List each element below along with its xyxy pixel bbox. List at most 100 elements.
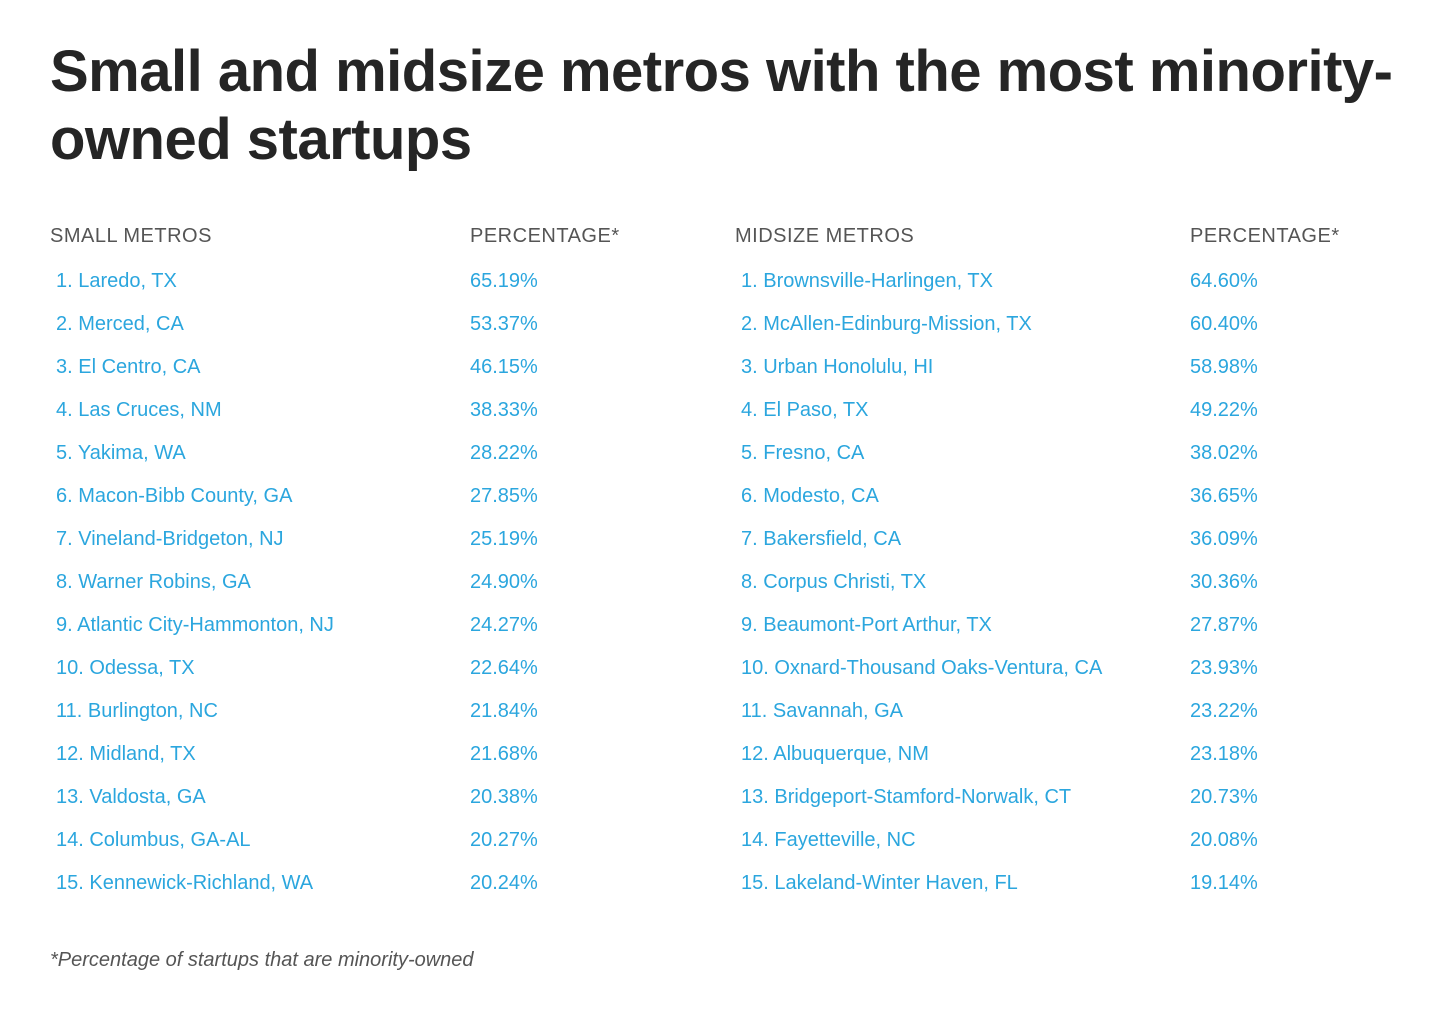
metro-name: 5. Fresno, CA xyxy=(735,442,1190,465)
metro-percentage: 22.64% xyxy=(470,657,645,680)
metro-name: 8. Corpus Christi, TX xyxy=(735,571,1190,594)
table-row: 4. Las Cruces, NM38.33% xyxy=(50,389,645,432)
metro-name: 6. Macon-Bibb County, GA xyxy=(50,485,470,508)
metro-percentage: 19.14% xyxy=(1190,872,1365,895)
table-row: 9. Atlantic City-Hammonton, NJ24.27% xyxy=(50,604,645,647)
metro-percentage: 20.73% xyxy=(1190,786,1365,809)
table-row: 8. Warner Robins, GA24.90% xyxy=(50,561,645,604)
page: Small and midsize metros with the most m… xyxy=(0,0,1450,972)
table-header-row: SMALL METROS PERCENTAGE* xyxy=(50,225,645,260)
metro-percentage: 21.68% xyxy=(470,743,645,766)
metro-percentage: 36.65% xyxy=(1190,485,1365,508)
column-header-percentage: PERCENTAGE* xyxy=(470,225,645,248)
metro-name: 9. Atlantic City-Hammonton, NJ xyxy=(50,614,470,637)
table-row: 8. Corpus Christi, TX30.36% xyxy=(735,561,1365,604)
tables-container: SMALL METROS PERCENTAGE* 1. Laredo, TX65… xyxy=(50,225,1400,905)
metro-percentage: 58.98% xyxy=(1190,356,1365,379)
metro-percentage: 46.15% xyxy=(470,356,645,379)
metro-percentage: 25.19% xyxy=(470,528,645,551)
metro-name: 10. Oxnard-Thousand Oaks-Ventura, CA xyxy=(735,657,1190,680)
metro-percentage: 23.18% xyxy=(1190,743,1365,766)
metro-name: 12. Albuquerque, NM xyxy=(735,743,1190,766)
table-row: 2. McAllen-Edinburg-Mission, TX60.40% xyxy=(735,303,1365,346)
table-row: 12. Albuquerque, NM23.18% xyxy=(735,733,1365,776)
metro-name: 15. Lakeland-Winter Haven, FL xyxy=(735,872,1190,895)
table-row: 13. Bridgeport-Stamford-Norwalk, CT20.73… xyxy=(735,776,1365,819)
metro-name: 7. Vineland-Bridgeton, NJ xyxy=(50,528,470,551)
metro-name: 14. Fayetteville, NC xyxy=(735,829,1190,852)
metro-percentage: 24.90% xyxy=(470,571,645,594)
small-metros-table: SMALL METROS PERCENTAGE* 1. Laredo, TX65… xyxy=(50,225,645,905)
metro-name: 2. Merced, CA xyxy=(50,313,470,336)
metro-name: 15. Kennewick-Richland, WA xyxy=(50,872,470,895)
table-row: 6. Macon-Bibb County, GA27.85% xyxy=(50,475,645,518)
metro-name: 5. Yakima, WA xyxy=(50,442,470,465)
table-row: 10. Odessa, TX22.64% xyxy=(50,647,645,690)
midsize-metros-table: MIDSIZE METROS PERCENTAGE* 1. Brownsvill… xyxy=(735,225,1365,905)
metro-percentage: 53.37% xyxy=(470,313,645,336)
table-row: 12. Midland, TX21.68% xyxy=(50,733,645,776)
metro-name: 10. Odessa, TX xyxy=(50,657,470,680)
metro-percentage: 27.87% xyxy=(1190,614,1365,637)
table-row: 15. Lakeland-Winter Haven, FL19.14% xyxy=(735,862,1365,905)
metro-percentage: 24.27% xyxy=(470,614,645,637)
metro-name: 6. Modesto, CA xyxy=(735,485,1190,508)
metro-percentage: 64.60% xyxy=(1190,270,1365,293)
metro-name: 4. Las Cruces, NM xyxy=(50,399,470,422)
table-row: 15. Kennewick-Richland, WA20.24% xyxy=(50,862,645,905)
metro-percentage: 27.85% xyxy=(470,485,645,508)
metro-percentage: 20.27% xyxy=(470,829,645,852)
column-header-percentage: PERCENTAGE* xyxy=(1190,225,1365,248)
table-row: 14. Columbus, GA-AL20.27% xyxy=(50,819,645,862)
metro-name: 11. Burlington, NC xyxy=(50,700,470,723)
metro-name: 11. Savannah, GA xyxy=(735,700,1190,723)
metro-percentage: 21.84% xyxy=(470,700,645,723)
metro-percentage: 28.22% xyxy=(470,442,645,465)
table-header-row: MIDSIZE METROS PERCENTAGE* xyxy=(735,225,1365,260)
table-row: 7. Bakersfield, CA36.09% xyxy=(735,518,1365,561)
table-row: 7. Vineland-Bridgeton, NJ25.19% xyxy=(50,518,645,561)
table-row: 3. Urban Honolulu, HI58.98% xyxy=(735,346,1365,389)
table-row: 14. Fayetteville, NC20.08% xyxy=(735,819,1365,862)
metro-name: 3. Urban Honolulu, HI xyxy=(735,356,1190,379)
metro-percentage: 49.22% xyxy=(1190,399,1365,422)
metro-percentage: 20.24% xyxy=(470,872,645,895)
metro-name: 1. Brownsville-Harlingen, TX xyxy=(735,270,1190,293)
footnote: *Percentage of startups that are minorit… xyxy=(50,949,1400,972)
metro-name: 14. Columbus, GA-AL xyxy=(50,829,470,852)
metro-name: 1. Laredo, TX xyxy=(50,270,470,293)
table-row: 10. Oxnard-Thousand Oaks-Ventura, CA23.9… xyxy=(735,647,1365,690)
table-body: 1. Brownsville-Harlingen, TX64.60%2. McA… xyxy=(735,260,1365,905)
metro-percentage: 23.22% xyxy=(1190,700,1365,723)
metro-percentage: 38.02% xyxy=(1190,442,1365,465)
table-row: 5. Yakima, WA28.22% xyxy=(50,432,645,475)
metro-percentage: 23.93% xyxy=(1190,657,1365,680)
table-row: 1. Brownsville-Harlingen, TX64.60% xyxy=(735,260,1365,303)
table-row: 13. Valdosta, GA20.38% xyxy=(50,776,645,819)
metro-name: 12. Midland, TX xyxy=(50,743,470,766)
page-title: Small and midsize metros with the most m… xyxy=(50,38,1400,175)
table-row: 2. Merced, CA53.37% xyxy=(50,303,645,346)
table-row: 11. Burlington, NC21.84% xyxy=(50,690,645,733)
metro-percentage: 65.19% xyxy=(470,270,645,293)
table-row: 3. El Centro, CA46.15% xyxy=(50,346,645,389)
metro-percentage: 20.38% xyxy=(470,786,645,809)
metro-name: 9. Beaumont-Port Arthur, TX xyxy=(735,614,1190,637)
column-header-metro: SMALL METROS xyxy=(50,225,470,248)
metro-percentage: 36.09% xyxy=(1190,528,1365,551)
metro-percentage: 60.40% xyxy=(1190,313,1365,336)
metro-name: 8. Warner Robins, GA xyxy=(50,571,470,594)
table-row: 11. Savannah, GA23.22% xyxy=(735,690,1365,733)
metro-percentage: 38.33% xyxy=(470,399,645,422)
column-header-metro: MIDSIZE METROS xyxy=(735,225,1190,248)
table-row: 6. Modesto, CA36.65% xyxy=(735,475,1365,518)
metro-name: 13. Valdosta, GA xyxy=(50,786,470,809)
table-body: 1. Laredo, TX65.19%2. Merced, CA53.37%3.… xyxy=(50,260,645,905)
metro-name: 4. El Paso, TX xyxy=(735,399,1190,422)
table-row: 5. Fresno, CA38.02% xyxy=(735,432,1365,475)
table-row: 9. Beaumont-Port Arthur, TX27.87% xyxy=(735,604,1365,647)
table-row: 4. El Paso, TX49.22% xyxy=(735,389,1365,432)
table-row: 1. Laredo, TX65.19% xyxy=(50,260,645,303)
metro-name: 3. El Centro, CA xyxy=(50,356,470,379)
metro-percentage: 30.36% xyxy=(1190,571,1365,594)
